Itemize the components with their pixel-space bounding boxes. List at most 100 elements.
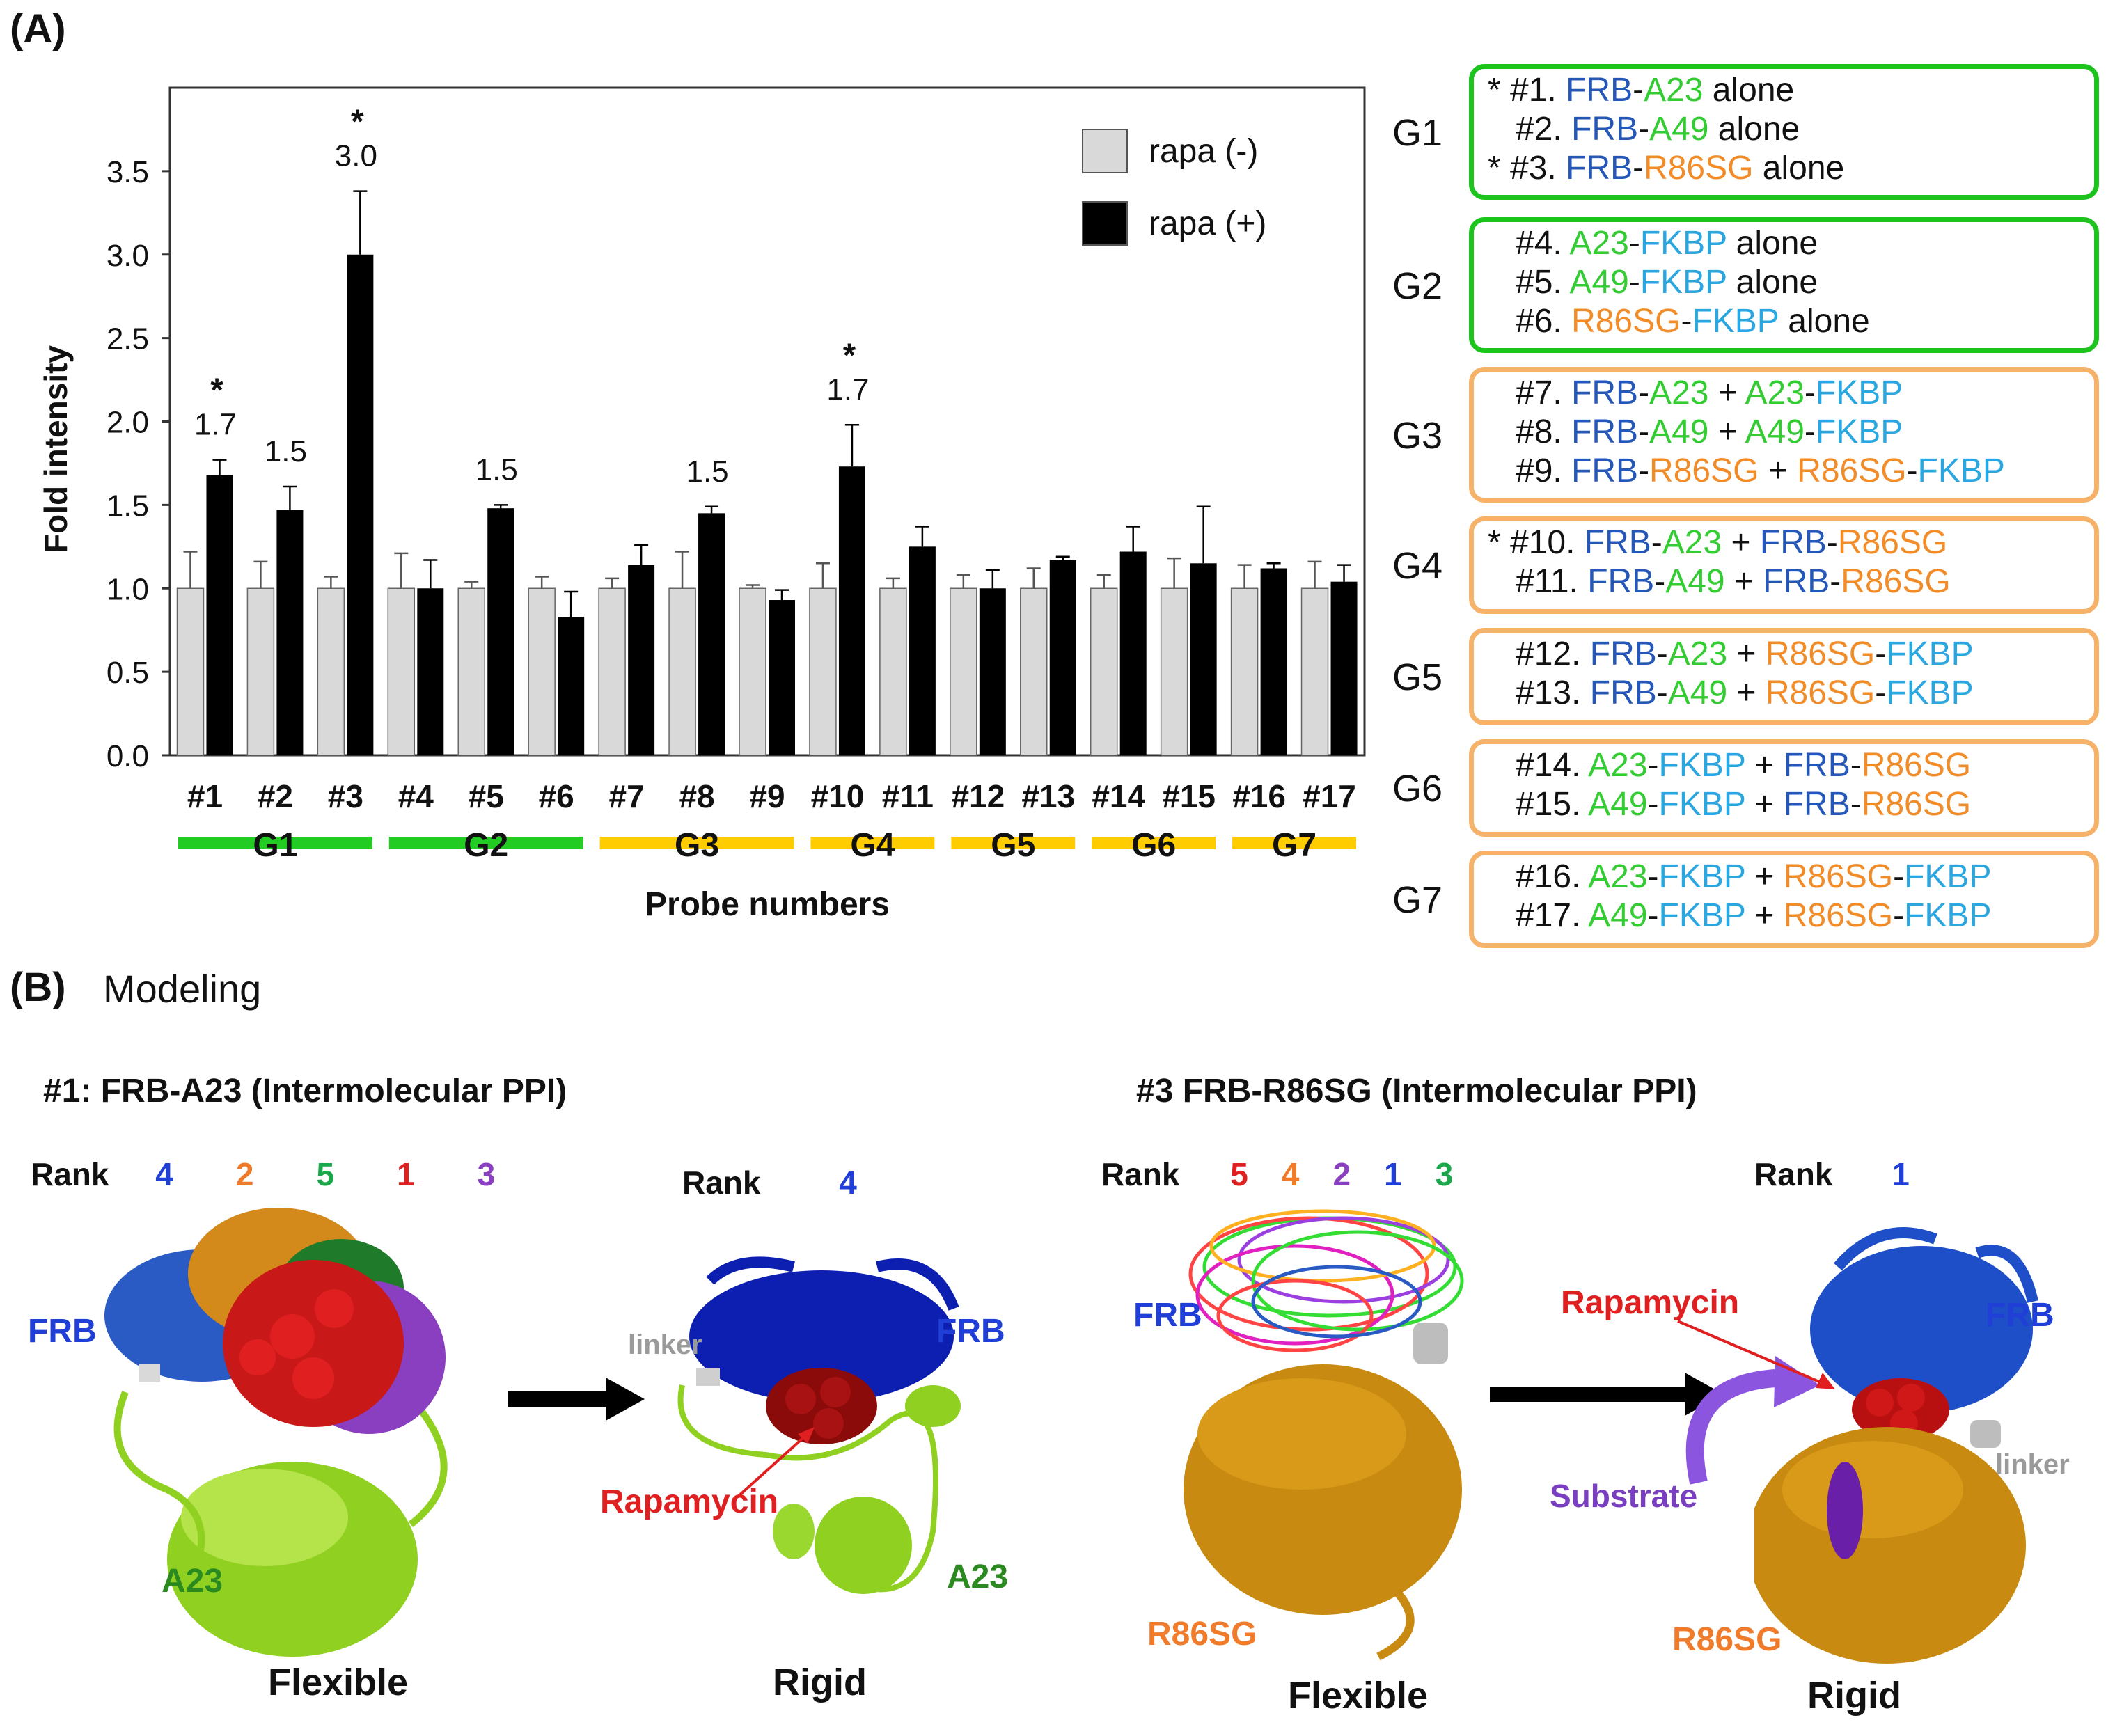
rank-number: 5 (1230, 1156, 1248, 1192)
legend-entry-segment: FRB (1587, 563, 1655, 600)
legend-entry-segment: - (1651, 524, 1662, 561)
right-transition-arrow (1490, 1373, 1724, 1416)
bar-rapa-minus (387, 587, 416, 756)
legend-entry-segment: FRB (1566, 149, 1633, 187)
legend-entry-segment: FRB (1783, 786, 1850, 823)
legend-entry-segment: - (1850, 786, 1862, 823)
legend-group-box: #7. FRB-A23 + A23-FKBP #8. FRB-A49 + A49-… (1469, 367, 2099, 503)
left-rigid-caption: Rigid (773, 1662, 867, 1703)
legend-entry-segment: FKBP (1815, 374, 1903, 411)
value-label: 1.7 (826, 372, 869, 407)
legend-entry-segment: #3. (1510, 149, 1566, 187)
group-label: G7 (1272, 827, 1316, 864)
bar-rapa-plus (1260, 568, 1287, 755)
probe-legend: G1 * #1. FRB-A23 alone #2. FRB-A49 alone *… (1385, 63, 2102, 948)
legend-entry-segment: + (1745, 747, 1784, 784)
rank-label: Rank (1754, 1156, 1833, 1192)
legend-entry-segment: FKBP (1904, 858, 1992, 895)
legend-entry-segment: A23 (1649, 374, 1709, 411)
legend-entry-segment: A23 (1588, 747, 1648, 784)
legend-entry-segment: + (1708, 374, 1745, 411)
legend-entry-segment: A49 (1649, 413, 1709, 450)
x-tick-label: #1 (187, 778, 223, 814)
legend-entry-segment: R86SG (1644, 149, 1754, 187)
right-model-title: #3 FRB-R86SG (Intermolecular PPI) (1136, 1073, 1697, 1110)
legend-entry-segment: - (1906, 452, 1918, 489)
rank-label: Rank (682, 1165, 761, 1201)
legend-entry-segment: - (1647, 897, 1659, 934)
x-tick-label: #16 (1232, 778, 1286, 814)
legend-entry-segment: FRB (1589, 674, 1657, 711)
legend-entry-segment: R86SG (1765, 636, 1876, 672)
bar-rapa-plus (487, 508, 514, 755)
y-tick-label: 3.5 (107, 155, 149, 189)
legend-entry-segment: - (1875, 674, 1887, 711)
legend-entry-segment: A49 (1667, 674, 1728, 711)
legend-entry: #6. R86SG-FKBP alone (1516, 302, 1870, 340)
legend-entry-segment: - (1628, 263, 1640, 301)
legend-entry-segment: A49 (1745, 413, 1805, 450)
right-flexible-caption: Flexible (1288, 1675, 1429, 1717)
legend-entry-segment: * (1488, 149, 1511, 187)
left-rigid-frb-label: FRB (936, 1313, 1005, 1350)
rank-number: 4 (155, 1156, 173, 1192)
legend-entry-segment: + (1745, 786, 1784, 823)
legend-group-tag: G6 (1392, 768, 1443, 810)
group-bar (599, 837, 794, 849)
bar-rapa-plus (347, 254, 374, 755)
left-model-title: #1: FRB-A23 (Intermolecular PPI) (43, 1073, 567, 1110)
legend-entry-segment: - (1647, 747, 1659, 784)
rank-number: 4 (1281, 1156, 1300, 1192)
legend-entry-segment: - (1633, 149, 1644, 187)
legend-entry-segment: - (1647, 786, 1659, 823)
right-flexible-partner-label: R86SG (1147, 1616, 1257, 1652)
legend-entry-segment: + (1727, 636, 1766, 672)
left-flexible-frb-label: FRB (28, 1313, 97, 1350)
legend-entry-segment: FRB (1759, 524, 1827, 561)
legend-entry-segment: R86SG (1861, 786, 1972, 823)
structure-partner-domain (677, 1384, 961, 1594)
rank-number: 1 (397, 1156, 415, 1192)
legend-entry: #2. FRB-A49 alone (1488, 110, 1800, 148)
rapamycin-pointer-arrow (737, 1427, 815, 1498)
bar-rapa-plus (1049, 560, 1076, 755)
legend-entry-segment: - (1893, 897, 1905, 934)
legend-group-tag: G7 (1392, 879, 1443, 921)
x-tick-label: #17 (1303, 778, 1356, 814)
bar-rapa-minus (598, 587, 626, 756)
legend-entry-segment: FKBP (1658, 897, 1746, 934)
legend-entry-segment: #10. (1510, 524, 1585, 561)
legend-entry-segment: alone (1703, 71, 1795, 109)
bar-rapa-plus (1330, 581, 1358, 755)
legend-entry-segment: - (1638, 374, 1650, 411)
significance-star: * (351, 104, 364, 141)
left-rigid-rank-row: Rank 4 (682, 1164, 857, 1201)
x-tick-label: #7 (609, 778, 645, 814)
legend-group-box: #16. A23-FKBP + R86SG-FKBP #17. A49-FKBP … (1469, 851, 2099, 948)
left-rigid-rapamycin-label: Rapamycin (600, 1483, 779, 1520)
rank-number: 2 (235, 1156, 254, 1192)
legend-entry-segment: FRB (1584, 524, 1651, 561)
group-bar (388, 837, 583, 849)
legend-entry-segment: FKBP (1658, 858, 1746, 895)
bar-rapa-minus (668, 587, 696, 756)
legend-entry-segment: FRB (1571, 110, 1639, 148)
y-tick-label: 2.5 (107, 322, 149, 356)
bar-rapa-minus (809, 587, 837, 756)
legend-entry-segment: * (1488, 524, 1511, 561)
legend-entry-segment: FRB (1589, 636, 1657, 672)
legend-entry-segment: #6. (1516, 302, 1572, 340)
structure-substrate (1827, 1462, 1863, 1559)
x-tick-label: #14 (1092, 778, 1145, 814)
legend-entry-segment: alone (1727, 224, 1818, 262)
x-tick-label: #2 (258, 778, 293, 814)
bar-rapa-plus (769, 600, 795, 755)
structure-partner-domain (1184, 1364, 1462, 1661)
legend-entry: #9. FRB-R86SG + R86SG-FKBP (1516, 452, 2005, 489)
legend-entry-segment: FKBP (1917, 452, 2005, 489)
legend-entry-segment: A23 (1569, 224, 1629, 262)
legend-group-box: #4. A23-FKBP alone #5. A49-FKBP alone #6. … (1469, 217, 2099, 353)
legend-entry-segment: alone (1778, 302, 1870, 340)
